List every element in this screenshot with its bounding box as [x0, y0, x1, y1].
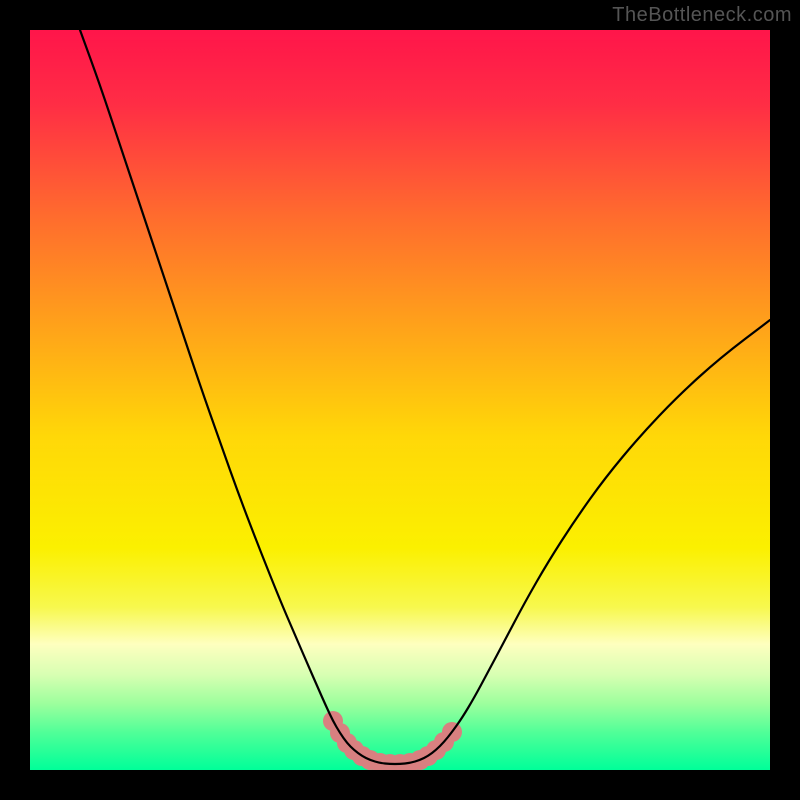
highlight-markers [323, 711, 462, 770]
chart-plot-area [30, 30, 770, 770]
chart-overlay [30, 30, 770, 770]
bottleneck-curve [80, 30, 770, 764]
watermark-text: TheBottleneck.com [612, 4, 792, 27]
